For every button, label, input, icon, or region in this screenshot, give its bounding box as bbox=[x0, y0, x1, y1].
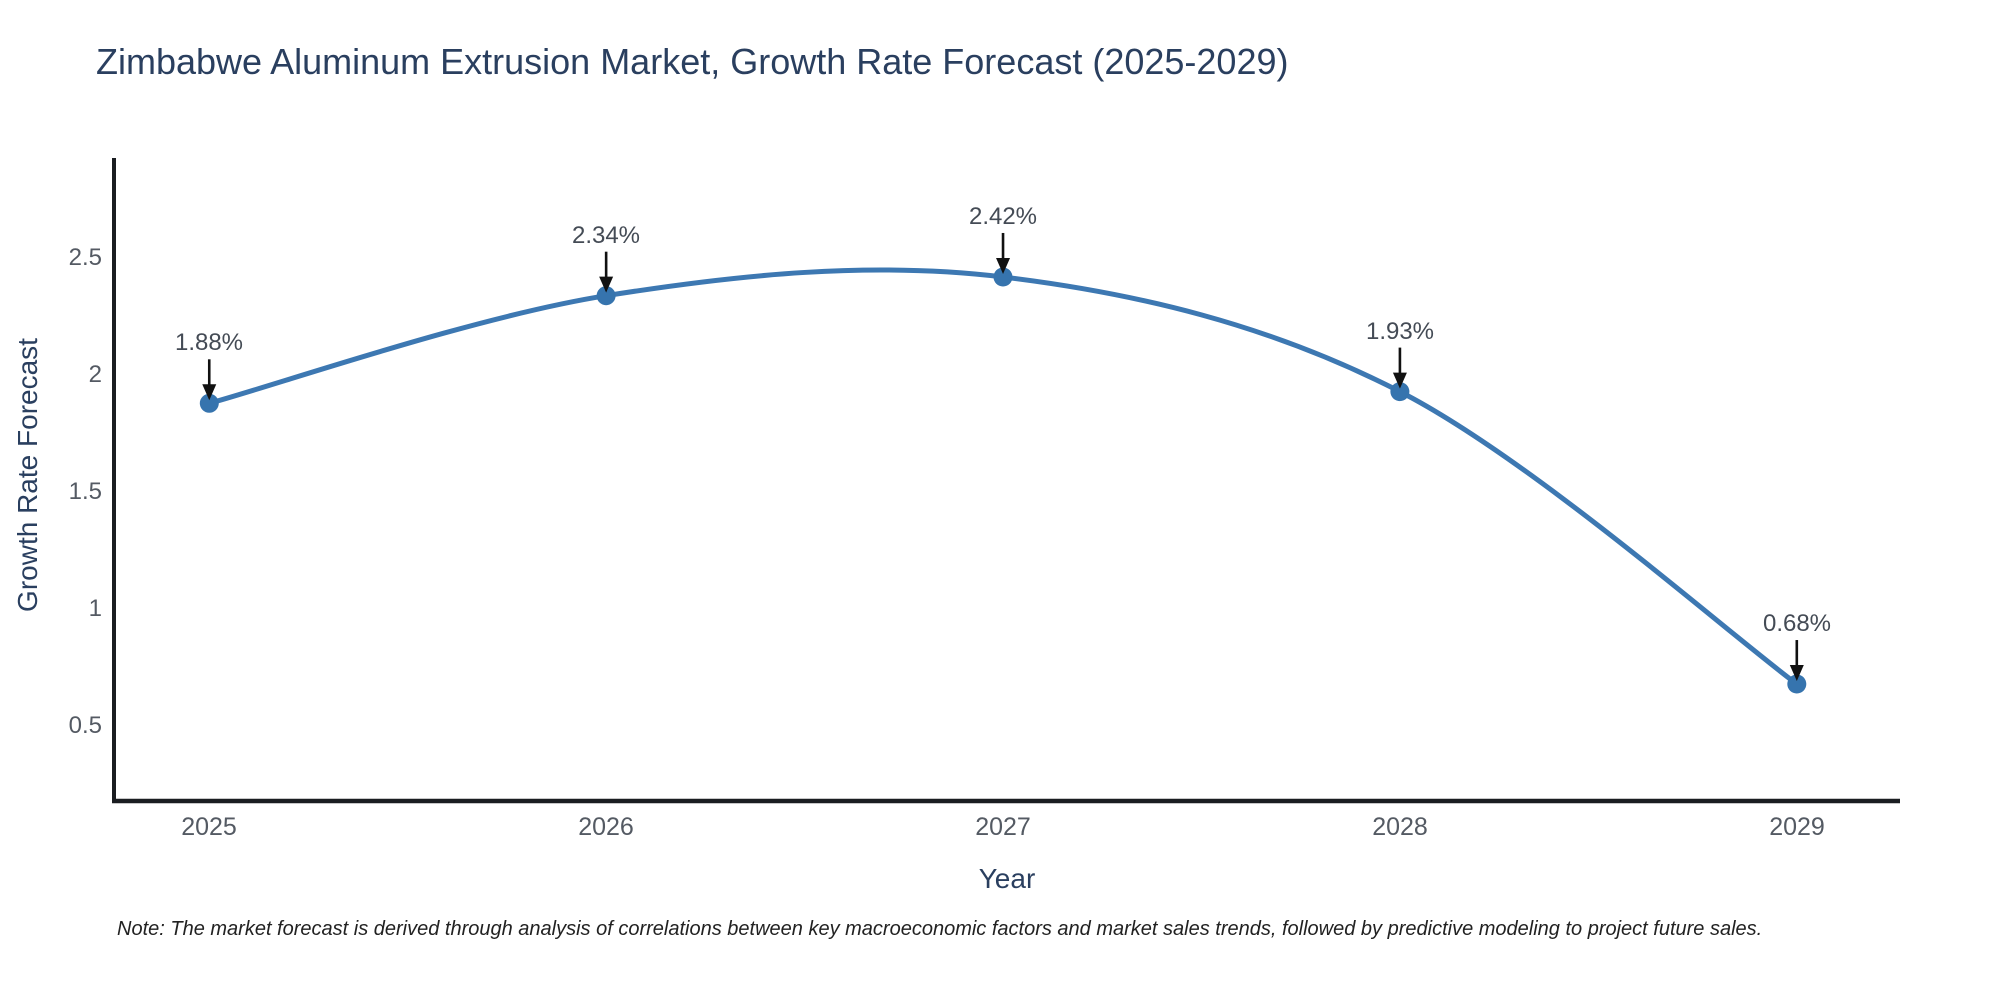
annotation-label: 1.93% bbox=[1365, 318, 1435, 345]
trend-line bbox=[206, 267, 1800, 687]
footnote: Note: The market forecast is derived thr… bbox=[117, 918, 1763, 940]
data-point-marker bbox=[199, 393, 219, 413]
x-tick-label: 2025 bbox=[181, 813, 237, 841]
data-point-marker bbox=[993, 267, 1013, 287]
x-tick-label: 2029 bbox=[1769, 813, 1825, 841]
annotation-arrow-head bbox=[599, 276, 614, 293]
annotation-label: 1.88% bbox=[174, 329, 244, 356]
y-tick-label: 1 bbox=[88, 595, 102, 622]
annotation-arrow-head bbox=[996, 257, 1011, 274]
x-axis-title: Year bbox=[978, 863, 1036, 894]
x-tick-label: 2026 bbox=[578, 813, 634, 841]
annotation-label: 2.42% bbox=[968, 203, 1038, 230]
data-point-marker bbox=[1787, 674, 1807, 694]
y-tick-label: 2.5 bbox=[68, 244, 102, 271]
x-tick-label: 2028 bbox=[1372, 813, 1428, 841]
annotation-label: 0.68% bbox=[1762, 610, 1832, 637]
y-tick-label: 0.5 bbox=[68, 712, 102, 739]
data-point-marker bbox=[596, 286, 616, 306]
annotation-arrow-head bbox=[1789, 665, 1804, 682]
annotation-arrow-head bbox=[202, 384, 217, 401]
y-axis-title: Growth Rate Forecast bbox=[12, 338, 43, 612]
annotation-label: 2.34% bbox=[571, 222, 641, 249]
annotation-arrow-head bbox=[1392, 372, 1407, 389]
y-tick-label: 1.5 bbox=[68, 478, 102, 505]
y-tick-label: 2 bbox=[88, 361, 102, 388]
chart-title: Zimbabwe Aluminum Extrusion Market, Grow… bbox=[96, 41, 1289, 82]
x-tick-label: 2027 bbox=[975, 813, 1031, 841]
data-point-marker bbox=[1390, 382, 1410, 402]
